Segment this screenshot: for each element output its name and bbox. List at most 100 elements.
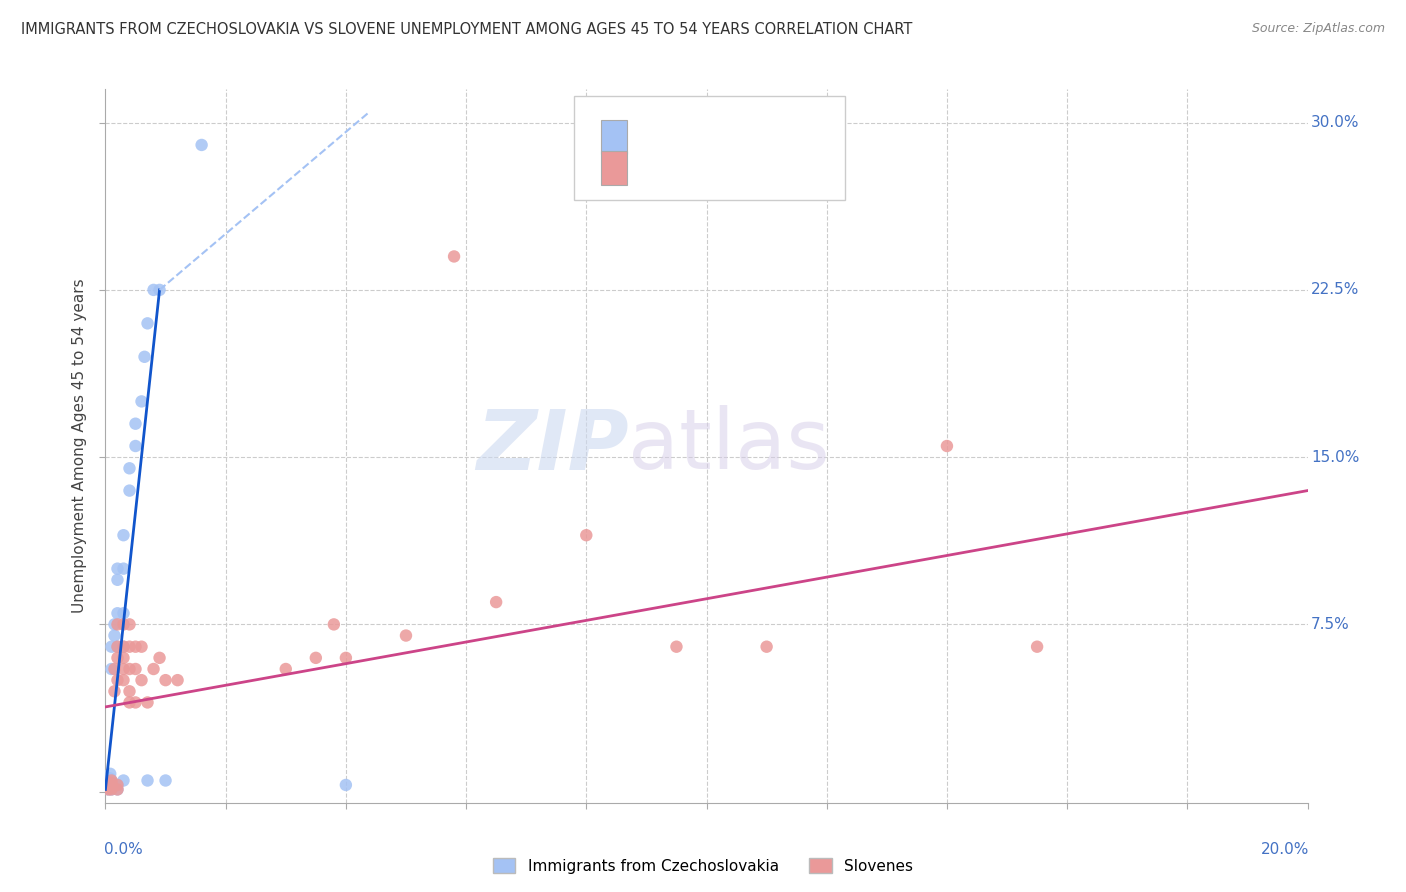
Point <box>97 782 120 797</box>
Point <box>190 138 212 153</box>
Point <box>97 780 120 794</box>
Point <box>155 673 177 687</box>
Point <box>118 696 141 710</box>
Point <box>148 651 170 665</box>
Point <box>112 562 135 576</box>
Point <box>305 651 328 665</box>
Point <box>112 640 135 654</box>
Point <box>98 771 121 786</box>
Point <box>98 773 121 788</box>
Point <box>148 283 170 297</box>
Point <box>107 651 129 665</box>
Point <box>443 250 465 264</box>
Point <box>155 773 177 788</box>
Point <box>97 778 120 792</box>
Point <box>103 628 125 642</box>
Point <box>124 439 146 453</box>
Point <box>107 778 129 792</box>
Text: 0.0%: 0.0% <box>104 842 143 857</box>
Point <box>112 607 135 621</box>
Point <box>485 595 508 609</box>
Point <box>97 780 120 794</box>
Legend: Immigrants from Czechoslovakia, Slovenes: Immigrants from Czechoslovakia, Slovenes <box>486 852 920 880</box>
Point <box>112 528 135 542</box>
Point <box>100 782 122 797</box>
Point <box>112 651 135 665</box>
Point <box>112 617 135 632</box>
Point <box>107 778 129 792</box>
Text: N = 48: N = 48 <box>741 161 797 175</box>
Point <box>107 607 129 621</box>
Text: R = 0.585: R = 0.585 <box>641 130 723 145</box>
Text: N = 38: N = 38 <box>741 130 797 145</box>
Point <box>100 662 122 676</box>
Y-axis label: Unemployment Among Ages 45 to 54 years: Unemployment Among Ages 45 to 54 years <box>72 278 87 614</box>
Point <box>131 640 153 654</box>
Point <box>395 628 418 642</box>
Point <box>107 640 129 654</box>
Point <box>665 640 688 654</box>
Point <box>112 673 135 687</box>
Point <box>112 773 135 788</box>
Point <box>136 773 159 788</box>
Text: 20.0%: 20.0% <box>1260 842 1309 857</box>
Text: Source: ZipAtlas.com: Source: ZipAtlas.com <box>1251 22 1385 36</box>
Point <box>936 439 959 453</box>
Point <box>112 640 135 654</box>
Point <box>112 662 135 676</box>
Point <box>107 573 129 587</box>
Point <box>103 662 125 676</box>
Point <box>100 778 122 792</box>
FancyBboxPatch shape <box>600 120 627 154</box>
Point <box>124 640 146 654</box>
Point <box>755 640 778 654</box>
Point <box>103 617 125 632</box>
Point <box>107 673 129 687</box>
Point <box>103 684 125 698</box>
Point <box>124 662 146 676</box>
Point <box>107 617 129 632</box>
Point <box>118 483 141 498</box>
Point <box>124 417 146 431</box>
Point <box>118 617 141 632</box>
FancyBboxPatch shape <box>574 96 845 200</box>
Text: 30.0%: 30.0% <box>1312 115 1360 130</box>
FancyBboxPatch shape <box>600 151 627 185</box>
Point <box>118 461 141 475</box>
Point <box>100 640 122 654</box>
Point <box>322 617 344 632</box>
Point <box>118 684 141 698</box>
Point <box>100 780 122 794</box>
Point <box>166 673 188 687</box>
Point <box>100 773 122 788</box>
Text: ZIP: ZIP <box>475 406 628 486</box>
Point <box>575 528 598 542</box>
Point <box>142 283 165 297</box>
Point <box>335 778 357 792</box>
Point <box>131 394 153 409</box>
Point <box>100 778 122 792</box>
Text: atlas: atlas <box>628 406 830 486</box>
Point <box>118 640 141 654</box>
Point <box>136 696 159 710</box>
Point <box>98 766 121 781</box>
Text: 7.5%: 7.5% <box>1312 617 1350 632</box>
Point <box>131 673 153 687</box>
Text: 15.0%: 15.0% <box>1312 450 1360 465</box>
Point <box>124 696 146 710</box>
Point <box>335 651 357 665</box>
Point <box>100 773 122 788</box>
Text: 22.5%: 22.5% <box>1312 283 1360 297</box>
Point <box>107 782 129 797</box>
Point <box>98 778 121 792</box>
Point <box>136 317 159 331</box>
Point <box>100 782 122 797</box>
Point <box>1026 640 1049 654</box>
Point <box>142 662 165 676</box>
Point <box>107 782 129 797</box>
Point <box>107 640 129 654</box>
Point <box>107 562 129 576</box>
Point <box>274 662 297 676</box>
Point <box>97 782 120 797</box>
Point <box>100 780 122 794</box>
